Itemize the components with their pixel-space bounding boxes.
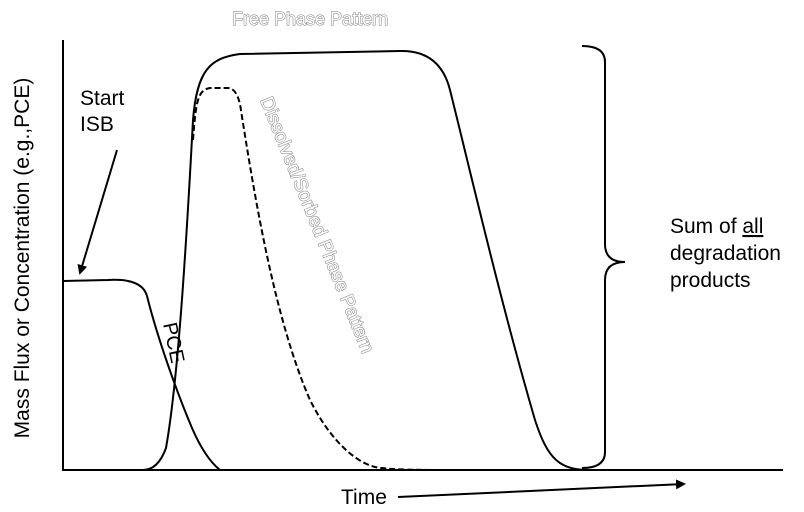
pce-label: PCE (158, 320, 188, 365)
sum-label-line1: Sum of all (670, 215, 763, 238)
x-axis-label: Time (341, 486, 387, 509)
dissolved-phase-curve (192, 87, 441, 471)
dissolved-phase-label: Dissolved/Sorbed Phase Pattern (255, 94, 377, 356)
start-label-line1: Start (80, 87, 125, 110)
sum-brace (581, 45, 626, 469)
free-phase-curve (142, 49, 606, 471)
start-arrow (77, 149, 118, 275)
y-axis-label: Mass Flux or Concentration (e.g.,PCE) (11, 78, 34, 439)
sum-label-emph: all (742, 215, 763, 238)
sum-label-prefix: Sum of (670, 215, 742, 238)
sum-label-line2: degradation (670, 242, 781, 265)
start-label-line2: ISB (80, 113, 114, 136)
pce-curve (62, 278, 221, 471)
sum-label-line3: products (670, 269, 751, 292)
free-phase-label: Free Phase Pattern (232, 9, 388, 29)
time-arrow (397, 479, 686, 498)
